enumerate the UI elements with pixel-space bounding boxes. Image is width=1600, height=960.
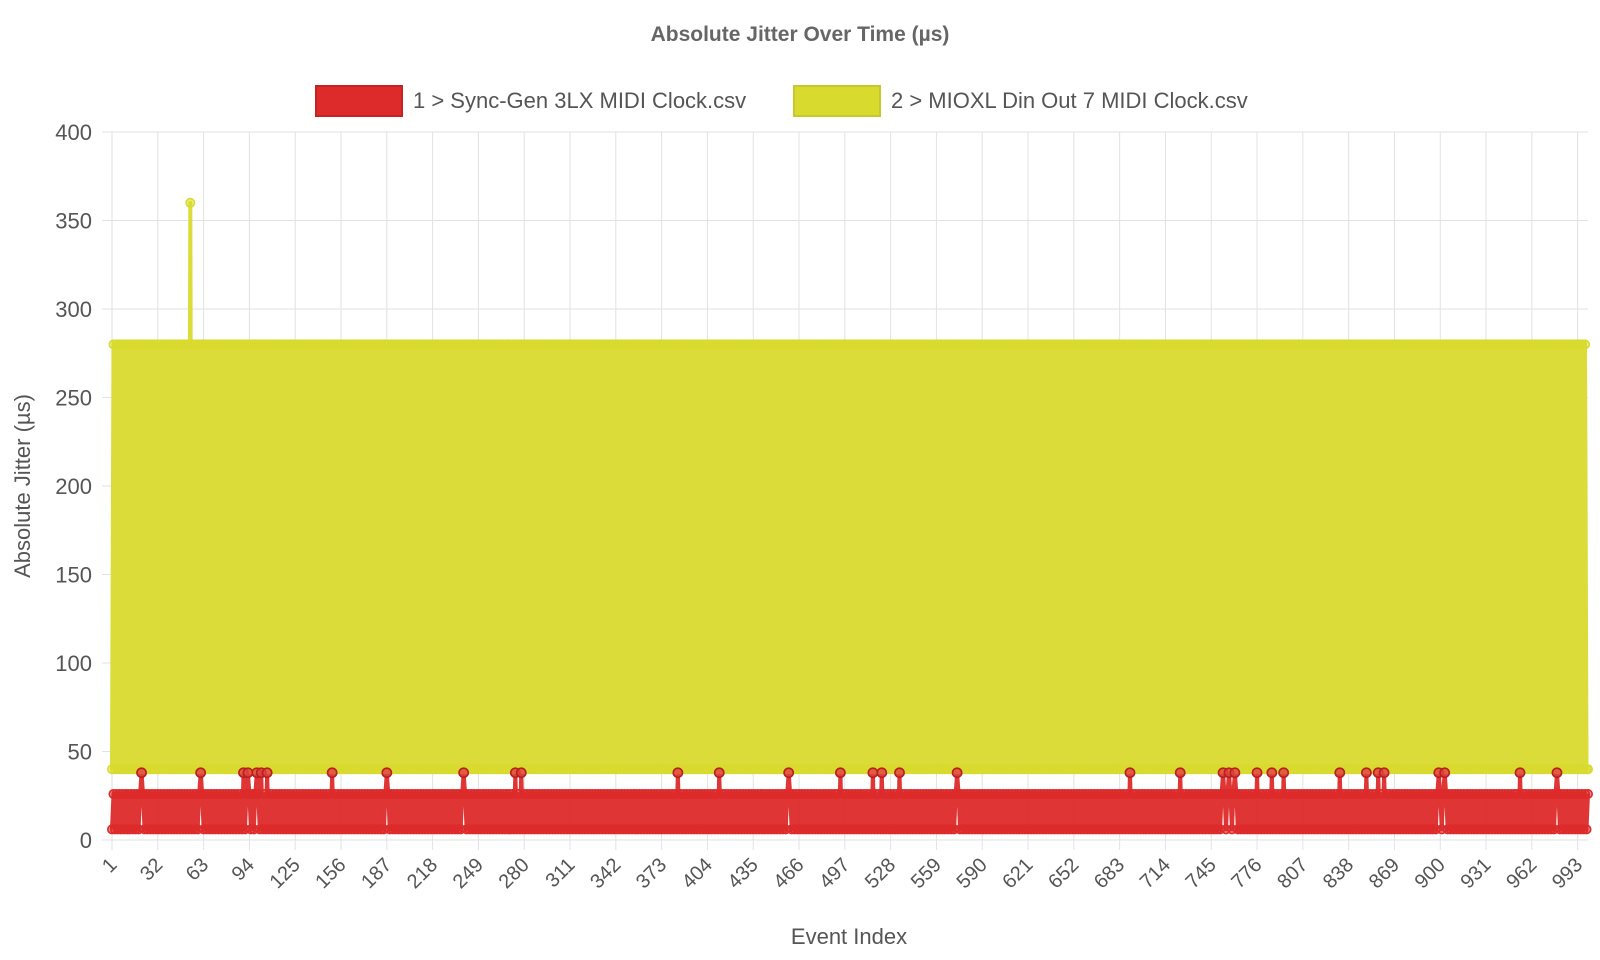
y-tick-label: 150 (55, 563, 92, 588)
x-tick-label: 404 (678, 854, 717, 893)
y-tick-label: 300 (55, 297, 92, 322)
x-tick-label: 621 (998, 854, 1037, 893)
legend-label-series-2: 2 > MIOXL Din Out 7 MIDI Clock.csv (891, 88, 1248, 113)
x-tick-label: 993 (1548, 854, 1587, 893)
series-1-line (110, 770, 1590, 832)
data-point (1583, 788, 1594, 799)
data-point (1580, 339, 1591, 350)
spike-point (1334, 767, 1346, 779)
x-tick-label: 342 (586, 854, 625, 893)
spike-point (835, 767, 846, 779)
spike-point (1378, 767, 1390, 779)
chart-title: Absolute Jitter Over Time (µs) (651, 23, 950, 46)
x-tick-label: 94 (228, 854, 259, 885)
y-tick-label: 250 (55, 386, 92, 411)
legend: 1 > Sync-Gen 3LX MIDI Clock.csv 2 > MIOX… (315, 85, 1248, 117)
spike-point (381, 767, 393, 779)
y-axis-ticks: 0 50 100 150 200 250 300 350 400 (55, 120, 92, 853)
x-tick-label: 156 (311, 854, 350, 893)
x-tick-label: 652 (1044, 854, 1083, 893)
data-point (1581, 824, 1592, 835)
spike-point (242, 767, 254, 779)
x-tick-label: 466 (769, 854, 808, 893)
x-tick-label: 497 (815, 854, 854, 893)
data-point (185, 197, 196, 208)
spike-point (894, 767, 905, 779)
spike-point (1360, 767, 1372, 779)
spike-point (1229, 767, 1241, 779)
x-tick-label: 187 (357, 854, 396, 893)
spike-point (783, 767, 795, 779)
x-tick-label: 218 (403, 854, 442, 893)
data-point (1583, 764, 1594, 775)
x-tick-label: 249 (449, 854, 488, 893)
x-tick-label: 962 (1502, 854, 1541, 893)
x-tick-label: 528 (861, 854, 900, 893)
series-layer (107, 197, 1594, 835)
x-tick-label: 838 (1319, 854, 1358, 893)
y-tick-label: 100 (55, 651, 92, 676)
x-tick-label: 32 (136, 854, 167, 885)
legend-swatch-series-2 (793, 85, 881, 117)
y-tick-label: 400 (55, 120, 92, 145)
x-tick-label: 714 (1136, 854, 1175, 893)
x-tick-label: 559 (907, 854, 946, 893)
y-tick-label: 50 (68, 740, 92, 765)
spike-point (515, 767, 527, 779)
series-1 (107, 767, 1594, 835)
x-tick-label: 900 (1411, 854, 1450, 893)
x-tick-label: 311 (541, 854, 579, 892)
spike-point (458, 767, 470, 779)
spike-point (326, 767, 338, 779)
legend-label-series-1: 1 > Sync-Gen 3LX MIDI Clock.csv (413, 88, 746, 113)
x-tick-label: 373 (632, 854, 671, 893)
x-tick-label: 125 (266, 854, 305, 893)
spike-point (876, 767, 888, 779)
spike-point (136, 767, 147, 779)
x-axis-ticks: 1 32 63 94 125 156 187 218 249 280 311 342 373 404 435… (98, 854, 1587, 893)
spike-point (1266, 767, 1278, 779)
x-tick-label: 435 (724, 854, 763, 893)
spike-point (1278, 767, 1290, 779)
y-axis-label: Absolute Jitter (µs) (10, 394, 35, 578)
series-2-line (110, 200, 1589, 772)
x-tick-label: 776 (1227, 854, 1266, 893)
x-tick-label: 931 (1456, 854, 1495, 893)
spike-point (672, 767, 684, 779)
spike-point (1551, 767, 1563, 779)
series-2 (107, 197, 1594, 775)
x-tick-label: 807 (1273, 854, 1312, 893)
series-1-spike-markers (136, 767, 1563, 779)
spike-point (1251, 767, 1263, 779)
spike-point (713, 767, 725, 779)
spike-point (1439, 767, 1451, 779)
spike-point (867, 767, 879, 779)
spike-point (1124, 767, 1136, 779)
x-tick-label: 590 (953, 854, 992, 893)
y-tick-label: 200 (55, 474, 92, 499)
legend-swatch-series-1 (315, 85, 403, 117)
legend-item-series-2[interactable]: 2 > MIOXL Din Out 7 MIDI Clock.csv (793, 85, 1248, 117)
x-tick-label: 280 (495, 854, 534, 893)
y-tick-label: 350 (55, 209, 92, 234)
x-tick-label: 683 (1090, 854, 1129, 893)
y-tick-label: 0 (80, 828, 92, 853)
spike-point (951, 767, 963, 779)
series-1-points (107, 767, 1594, 835)
x-tick-label: 1 (98, 854, 121, 877)
spike-point (261, 767, 273, 779)
x-tick-label: 745 (1182, 854, 1221, 893)
x-tick-label: 869 (1365, 854, 1404, 893)
legend-item-series-1[interactable]: 1 > Sync-Gen 3LX MIDI Clock.csv (315, 85, 746, 117)
spike-point (1514, 767, 1526, 779)
spike-point (1174, 767, 1186, 779)
x-tick-label: 63 (182, 854, 213, 885)
spike-point (195, 767, 207, 779)
x-axis-label: Event Index (791, 924, 907, 949)
